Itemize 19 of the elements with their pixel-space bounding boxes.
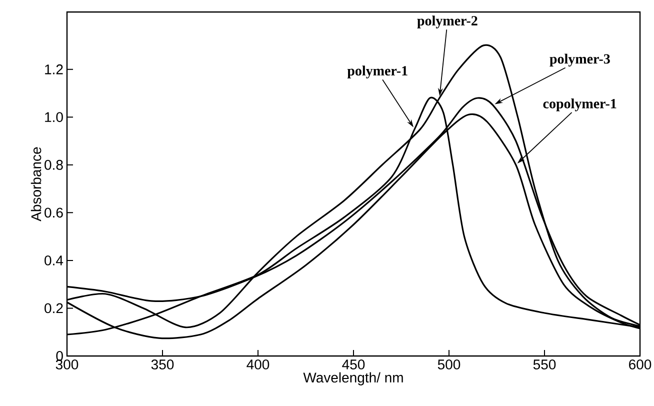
text: polymer-3 (550, 54, 610, 67)
y-tick-label: 0.6 (44, 208, 63, 218)
x-tick-label: 400 (246, 360, 270, 370)
y-tick-label: 1.0 (45, 112, 63, 122)
x-axis-title: Wavelength/ nm (303, 372, 403, 386)
x-tick-label: 600 (629, 360, 652, 370)
y-tick-label: 0.4 (44, 255, 64, 266)
y-tick-label: 0.2 (44, 303, 63, 314)
x-tick-label: 550 (533, 360, 556, 370)
text: polymer-1 (347, 66, 408, 78)
x-tick-label: 300 (56, 360, 78, 370)
y-tick-label: 1.2 (45, 64, 63, 74)
x-tick-label: 350 (151, 360, 174, 370)
series-label: polymer-2 (417, 16, 478, 28)
y-tick-label: 0.8 (44, 160, 63, 170)
x-tick-label: 500 (438, 360, 460, 370)
y-axis-title: Absorbance (30, 147, 42, 222)
text: copolymer-1 (543, 98, 616, 112)
x-tick-label: 450 (342, 360, 365, 370)
